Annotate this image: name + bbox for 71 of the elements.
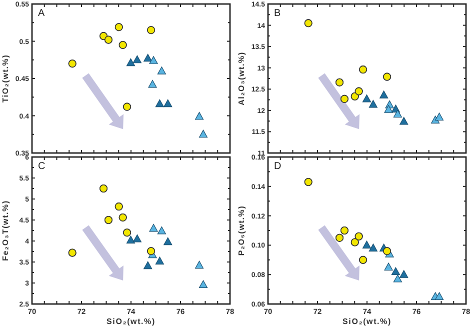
point: [149, 56, 158, 64]
point: [354, 87, 363, 96]
point: [114, 23, 123, 32]
point: [350, 92, 359, 100]
point: [391, 267, 400, 275]
point: [400, 116, 408, 125]
point: [354, 232, 363, 240]
point: [147, 26, 156, 34]
point: [368, 100, 378, 108]
x-axis-title: SiO₂(wt.%): [342, 317, 392, 326]
point: [384, 105, 393, 113]
point: [157, 226, 166, 234]
point: [144, 261, 152, 270]
point: [393, 110, 402, 118]
point: [68, 60, 76, 68]
point: [336, 78, 344, 86]
point: [148, 80, 157, 88]
point: [336, 234, 344, 242]
point: [114, 202, 123, 211]
point: [100, 184, 108, 192]
point: [380, 90, 388, 98]
point: [368, 244, 378, 252]
point: [340, 94, 348, 103]
point: [362, 94, 372, 102]
point: [123, 102, 132, 111]
chart-title: A: [38, 8, 45, 19]
point: [304, 178, 312, 186]
y-axis-title: P₂O₅(wt.%): [237, 205, 246, 256]
point: [340, 226, 348, 234]
point: [132, 234, 142, 242]
point: [434, 112, 444, 121]
chart-title: B: [274, 8, 281, 19]
point: [195, 112, 204, 120]
point: [68, 248, 76, 257]
point: [198, 130, 208, 138]
point: [198, 280, 208, 288]
point: [383, 247, 392, 256]
point: [164, 99, 172, 108]
point: [195, 260, 204, 269]
point: [149, 224, 158, 232]
point: [362, 240, 372, 248]
point: [157, 66, 166, 74]
point: [118, 40, 127, 49]
point: [126, 236, 136, 244]
chart-title: C: [38, 161, 46, 172]
point: [144, 54, 152, 62]
point: [393, 274, 402, 282]
point: [118, 213, 127, 222]
point: [104, 36, 112, 44]
point: [350, 238, 359, 246]
point: [304, 19, 312, 28]
point: [147, 247, 156, 256]
chart-title: D: [274, 161, 282, 172]
point: [434, 292, 444, 300]
point: [126, 58, 136, 66]
y-axis-title: Al₂O₃(wt.%): [237, 52, 246, 106]
point: [359, 256, 368, 264]
point: [164, 237, 172, 246]
point: [155, 99, 164, 108]
point: [132, 55, 142, 64]
point: [104, 216, 112, 224]
y-axis-title: TiO₂(wt.%): [1, 54, 10, 103]
point: [400, 270, 408, 278]
point: [100, 32, 108, 40]
point: [359, 66, 368, 74]
point: [123, 228, 132, 237]
point: [155, 256, 164, 264]
point: [384, 262, 393, 271]
y-axis-title: Fe₂O₃T(wt.%): [1, 200, 10, 261]
x-axis-title: SiO₂(wt.%): [106, 317, 156, 326]
point: [383, 72, 392, 81]
